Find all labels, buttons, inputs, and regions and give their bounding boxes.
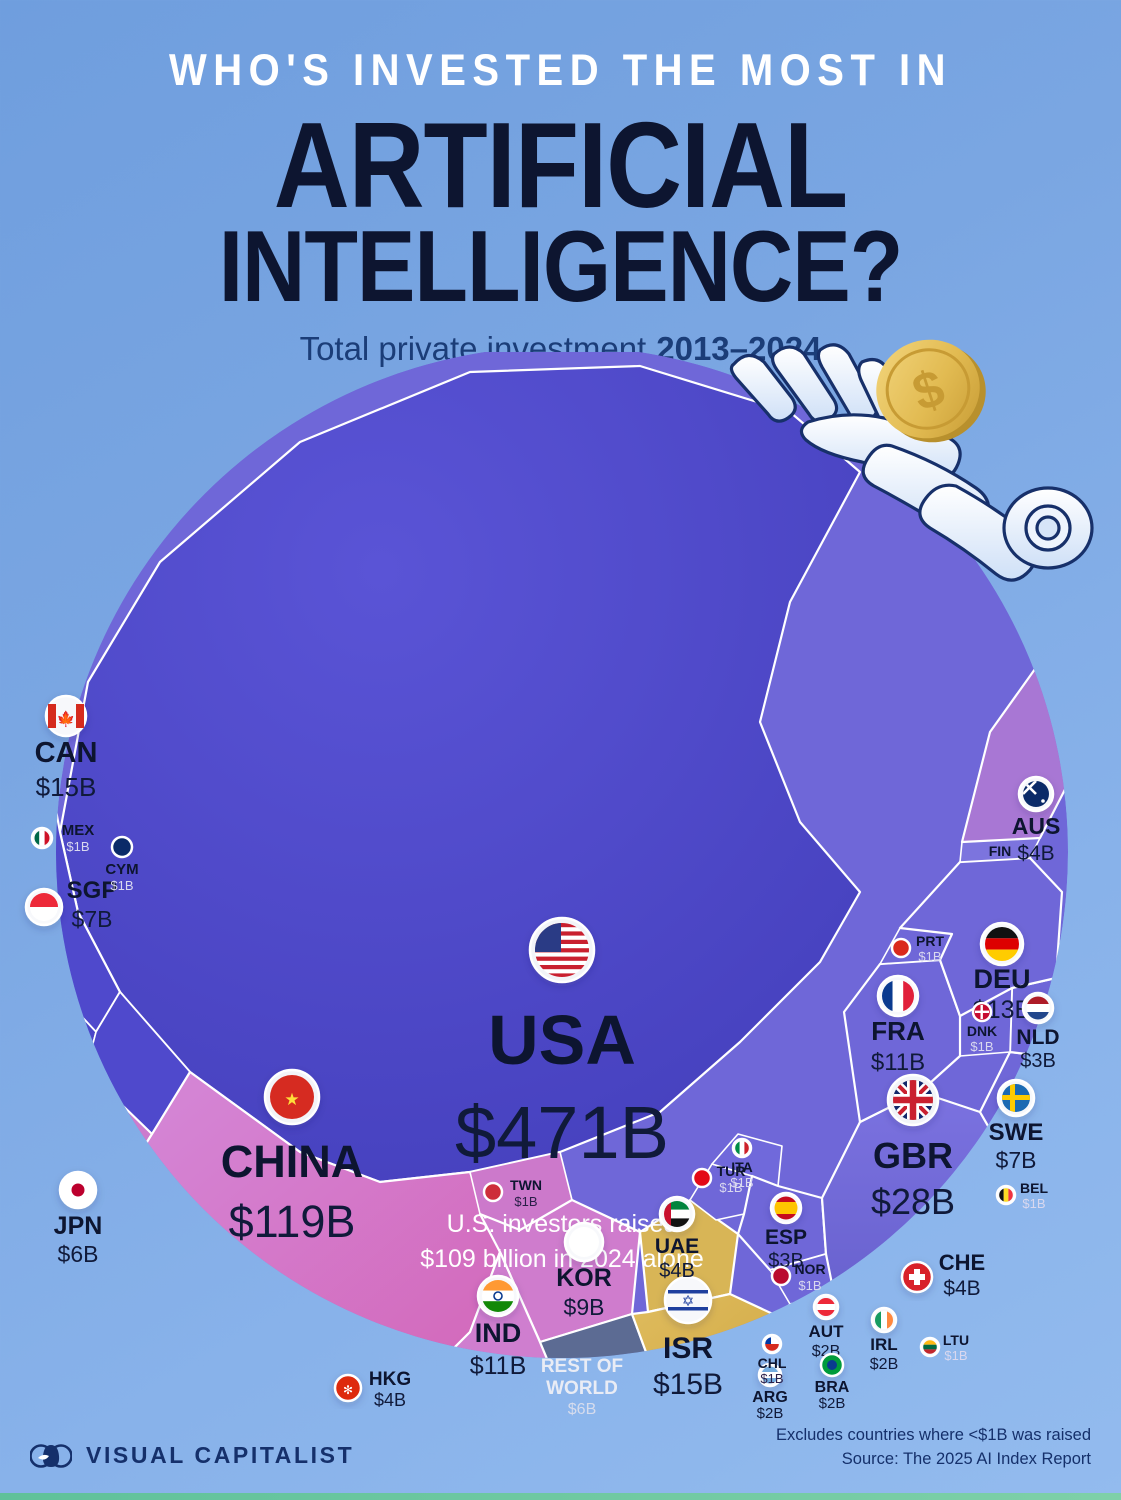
label-swe-code: SWE xyxy=(989,1119,1044,1146)
label-jpn: JPN $6B xyxy=(54,1170,103,1267)
flag-chl-icon xyxy=(761,1333,783,1355)
label-hkg-code: HKG xyxy=(369,1369,411,1390)
cell-ltu[interactable] xyxy=(911,1313,953,1376)
label-chl-code: CHL xyxy=(758,1355,787,1371)
accent-bar xyxy=(0,1493,1121,1500)
label-hkg-value: $4B xyxy=(374,1390,406,1410)
label-isr-value: $15B xyxy=(653,1368,723,1401)
footer: VISUAL CAPITALIST Excludes countries whe… xyxy=(0,1414,1121,1500)
label-ltu-value: $1B xyxy=(944,1348,967,1363)
label-bel-code: BEL xyxy=(1020,1180,1048,1196)
label-chl: CHL $1B xyxy=(758,1333,787,1386)
cell-bra[interactable] xyxy=(790,1364,878,1418)
cell-jpn[interactable] xyxy=(26,1142,152,1284)
label-hkg: ✻ HKG $4B xyxy=(333,1369,411,1410)
label-rest-of-world: REST OF WORLD $6B xyxy=(541,1356,623,1418)
flag-chl-art xyxy=(765,1337,779,1351)
cell-can[interactable] xyxy=(16,690,122,1034)
page-title-line1: ARTIFICIAL xyxy=(273,97,848,233)
source-note-line2: Source: The 2025 AI Index Report xyxy=(841,1450,1091,1469)
label-bra: BRA $2B xyxy=(815,1352,850,1412)
header: WHO'S INVESTED THE MOST IN ARTIFICIAL IN… xyxy=(0,0,1121,368)
cell-chl[interactable] xyxy=(755,1303,807,1402)
flag-che-cross xyxy=(909,1269,925,1285)
brand-logo[interactable]: VISUAL CAPITALIST xyxy=(30,1440,354,1470)
flag-ltu-art xyxy=(923,1340,937,1354)
label-swe-value: $7B xyxy=(996,1147,1037,1173)
flag-che-icon xyxy=(900,1260,934,1294)
label-bra-code: BRA xyxy=(815,1379,850,1396)
label-chl-value: $1B xyxy=(760,1371,783,1386)
label-ltu: LTU $1B xyxy=(919,1332,969,1363)
flag-arg-art xyxy=(761,1366,779,1384)
label-che: CHE $4B xyxy=(900,1250,985,1300)
kicker-text: WHO'S INVESTED THE MOST IN xyxy=(169,45,952,96)
label-ind-value: $11B xyxy=(470,1352,527,1380)
label-bel: BEL $1B xyxy=(995,1180,1048,1211)
cell-irl[interactable] xyxy=(861,1303,919,1372)
label-aut: AUT $2B xyxy=(809,1293,845,1360)
flag-sgp-icon xyxy=(24,887,64,927)
label-arg-code: ARG xyxy=(752,1389,788,1406)
flag-bel-icon xyxy=(995,1184,1017,1206)
flag-jpn-icon xyxy=(58,1170,98,1210)
label-row-code-line2: WORLD xyxy=(546,1378,618,1399)
label-aut-value: $2B xyxy=(812,1343,840,1360)
page-title-line2: INTELLIGENCE? xyxy=(218,210,904,324)
dollar-coin-icon: $ xyxy=(876,339,986,443)
flag-irl-art xyxy=(875,1311,893,1329)
label-che-value: $4B xyxy=(943,1277,980,1300)
cell-bel[interactable] xyxy=(999,1163,1045,1255)
label-che-code: CHE xyxy=(939,1250,985,1275)
cell-isr[interactable] xyxy=(630,1292,802,1418)
cell-hkg[interactable] xyxy=(330,1372,450,1414)
label-irl-code: IRL xyxy=(870,1335,897,1354)
source-note-line1: Excludes countries where <$1B was raised xyxy=(775,1426,1091,1445)
flag-ltu-icon xyxy=(919,1336,941,1358)
flag-aut-icon xyxy=(812,1293,840,1321)
label-bel-value: $1B xyxy=(1022,1196,1045,1211)
flag-irl-icon xyxy=(870,1306,898,1334)
binoculars-icon xyxy=(30,1444,72,1468)
flag-mex-art xyxy=(34,830,50,846)
robot-hand-icon: $ xyxy=(729,339,1094,582)
label-irl-value: $2B xyxy=(870,1356,898,1373)
label-aut-code: AUT xyxy=(809,1322,845,1341)
cell-nld[interactable] xyxy=(1008,976,1072,1060)
label-jpn-code: JPN xyxy=(54,1212,103,1240)
flag-mex-icon xyxy=(30,826,54,850)
label-irl: IRL $2B xyxy=(870,1306,898,1373)
flag-sgp-art xyxy=(30,893,58,921)
flag-hkg-icon xyxy=(333,1373,363,1403)
cell-ind[interactable] xyxy=(428,1250,562,1414)
flag-hkg-flower: ✻ xyxy=(343,1383,353,1397)
flag-arg-icon xyxy=(757,1362,783,1388)
flag-bel-art xyxy=(999,1188,1013,1202)
label-ltu-code: LTU xyxy=(943,1332,969,1348)
label-bra-value: $2B xyxy=(819,1395,846,1412)
flag-bra-icon xyxy=(819,1352,845,1378)
label-jpn-value: $6B xyxy=(58,1241,99,1267)
flag-aut-art xyxy=(817,1298,835,1316)
label-row-code-line1: REST OF xyxy=(541,1356,623,1377)
source-note: Excludes countries where <$1B was raised… xyxy=(776,1424,1091,1472)
brand-name: VISUAL CAPITALIST xyxy=(86,1441,355,1468)
cell-aut[interactable] xyxy=(789,1293,863,1364)
cell-che[interactable] xyxy=(860,1250,1002,1336)
